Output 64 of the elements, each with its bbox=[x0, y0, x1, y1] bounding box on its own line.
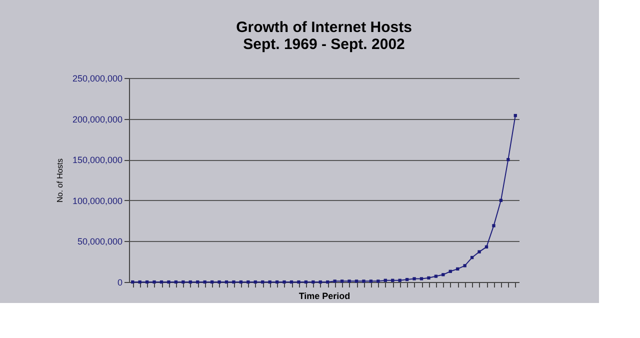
y-tick-label: 150,000,000 bbox=[72, 155, 122, 166]
point bbox=[448, 270, 452, 273]
point bbox=[405, 278, 409, 282]
point bbox=[203, 280, 206, 284]
point bbox=[412, 277, 416, 280]
point bbox=[442, 273, 445, 276]
point bbox=[499, 198, 503, 202]
point bbox=[297, 280, 300, 284]
point bbox=[304, 280, 308, 284]
point bbox=[232, 280, 236, 284]
point bbox=[398, 278, 402, 282]
point bbox=[261, 280, 264, 284]
point bbox=[384, 278, 387, 282]
point bbox=[463, 264, 466, 268]
point bbox=[434, 274, 438, 278]
y-tick-label: 100,000,000 bbox=[72, 196, 122, 206]
point bbox=[391, 278, 394, 282]
point bbox=[246, 280, 250, 284]
point bbox=[340, 280, 344, 283]
point bbox=[210, 280, 214, 284]
point bbox=[268, 280, 272, 284]
text: Sept. 1969 - Sept. 2002 bbox=[243, 36, 405, 53]
point bbox=[174, 280, 178, 284]
point bbox=[369, 280, 373, 283]
point bbox=[506, 158, 510, 162]
point bbox=[275, 280, 279, 284]
y-tick-label: 250,000,000 bbox=[72, 74, 122, 84]
point bbox=[160, 280, 164, 284]
point bbox=[182, 280, 185, 284]
point bbox=[254, 280, 257, 284]
point bbox=[333, 280, 336, 283]
point bbox=[318, 280, 322, 284]
point bbox=[420, 277, 424, 280]
y-tick-label: 50,000,000 bbox=[77, 236, 122, 247]
point bbox=[470, 256, 474, 260]
point bbox=[478, 250, 481, 254]
text: Growth of Internet Hosts bbox=[236, 19, 412, 36]
point bbox=[152, 280, 156, 284]
point bbox=[138, 280, 142, 284]
point bbox=[492, 224, 496, 228]
point bbox=[348, 280, 351, 283]
y-axis-title: No. of Hosts bbox=[55, 158, 64, 203]
x-axis-title: Time Period bbox=[298, 291, 350, 301]
point bbox=[362, 280, 366, 283]
y-tick-label: 0 bbox=[117, 278, 122, 288]
point bbox=[456, 267, 460, 271]
point bbox=[427, 276, 430, 280]
point bbox=[224, 280, 228, 284]
point bbox=[376, 280, 380, 283]
point bbox=[290, 280, 294, 284]
point bbox=[167, 280, 170, 284]
point bbox=[326, 280, 330, 284]
point bbox=[218, 280, 221, 284]
point bbox=[188, 280, 192, 284]
point bbox=[282, 280, 286, 284]
point bbox=[514, 114, 517, 118]
point bbox=[239, 280, 243, 284]
point bbox=[312, 280, 315, 284]
point bbox=[145, 280, 149, 284]
point bbox=[484, 245, 488, 248]
point bbox=[131, 280, 134, 284]
point bbox=[354, 280, 358, 283]
point bbox=[196, 280, 200, 284]
y-tick-label: 200,000,000 bbox=[72, 114, 122, 124]
